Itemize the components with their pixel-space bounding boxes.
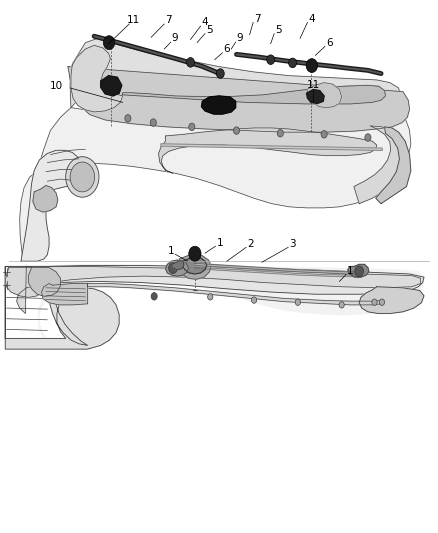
Circle shape	[187, 58, 194, 67]
Circle shape	[379, 299, 385, 305]
Circle shape	[289, 58, 297, 68]
Circle shape	[151, 293, 157, 300]
Polygon shape	[123, 85, 385, 104]
Text: 1: 1	[347, 266, 354, 276]
Polygon shape	[359, 287, 424, 313]
Text: 6: 6	[326, 38, 333, 47]
Polygon shape	[33, 185, 58, 212]
Text: 9: 9	[171, 34, 178, 43]
Circle shape	[295, 299, 300, 305]
Circle shape	[150, 119, 156, 126]
Circle shape	[169, 263, 177, 273]
Polygon shape	[71, 45, 123, 112]
Polygon shape	[42, 284, 88, 305]
Text: 6: 6	[223, 44, 230, 54]
Circle shape	[251, 297, 257, 303]
Text: 4: 4	[308, 14, 315, 23]
Polygon shape	[307, 90, 324, 103]
Circle shape	[125, 115, 131, 122]
Polygon shape	[354, 126, 404, 204]
Text: 3: 3	[289, 239, 296, 248]
Circle shape	[267, 55, 275, 64]
Polygon shape	[201, 96, 236, 114]
Polygon shape	[179, 255, 211, 279]
Circle shape	[189, 123, 195, 131]
Polygon shape	[182, 257, 207, 274]
Text: 4: 4	[201, 18, 208, 27]
Polygon shape	[39, 265, 424, 346]
Polygon shape	[376, 127, 411, 204]
Polygon shape	[88, 284, 381, 305]
Text: 5: 5	[275, 25, 282, 35]
Circle shape	[365, 134, 371, 141]
Circle shape	[372, 299, 377, 305]
Polygon shape	[5, 268, 47, 297]
Circle shape	[208, 294, 213, 300]
Polygon shape	[195, 268, 359, 277]
Polygon shape	[17, 266, 420, 313]
Polygon shape	[195, 263, 359, 274]
Polygon shape	[307, 83, 342, 108]
Polygon shape	[44, 265, 424, 294]
Polygon shape	[5, 266, 119, 349]
Text: 1: 1	[167, 246, 174, 255]
Polygon shape	[171, 261, 184, 270]
Text: 10: 10	[49, 82, 63, 91]
Circle shape	[70, 162, 95, 192]
Polygon shape	[70, 37, 401, 113]
Text: 2: 2	[247, 239, 254, 248]
Circle shape	[277, 130, 283, 137]
Polygon shape	[20, 85, 411, 261]
Text: 5: 5	[206, 25, 213, 35]
Circle shape	[66, 157, 99, 197]
Text: 9: 9	[237, 34, 244, 43]
Polygon shape	[28, 268, 60, 296]
Circle shape	[306, 59, 318, 72]
Circle shape	[216, 69, 224, 78]
Polygon shape	[21, 150, 81, 261]
Polygon shape	[348, 264, 369, 277]
Circle shape	[233, 127, 240, 134]
Text: 7: 7	[165, 15, 172, 25]
Text: 1: 1	[216, 238, 223, 247]
Circle shape	[339, 302, 344, 308]
Polygon shape	[166, 260, 188, 276]
Polygon shape	[159, 128, 377, 173]
Polygon shape	[68, 67, 410, 132]
Circle shape	[321, 131, 327, 138]
Text: 11: 11	[307, 80, 320, 90]
Text: 7: 7	[254, 14, 261, 23]
Circle shape	[189, 246, 201, 261]
Polygon shape	[101, 76, 122, 96]
Circle shape	[355, 266, 364, 277]
Circle shape	[103, 36, 115, 50]
Text: 11: 11	[127, 15, 140, 25]
